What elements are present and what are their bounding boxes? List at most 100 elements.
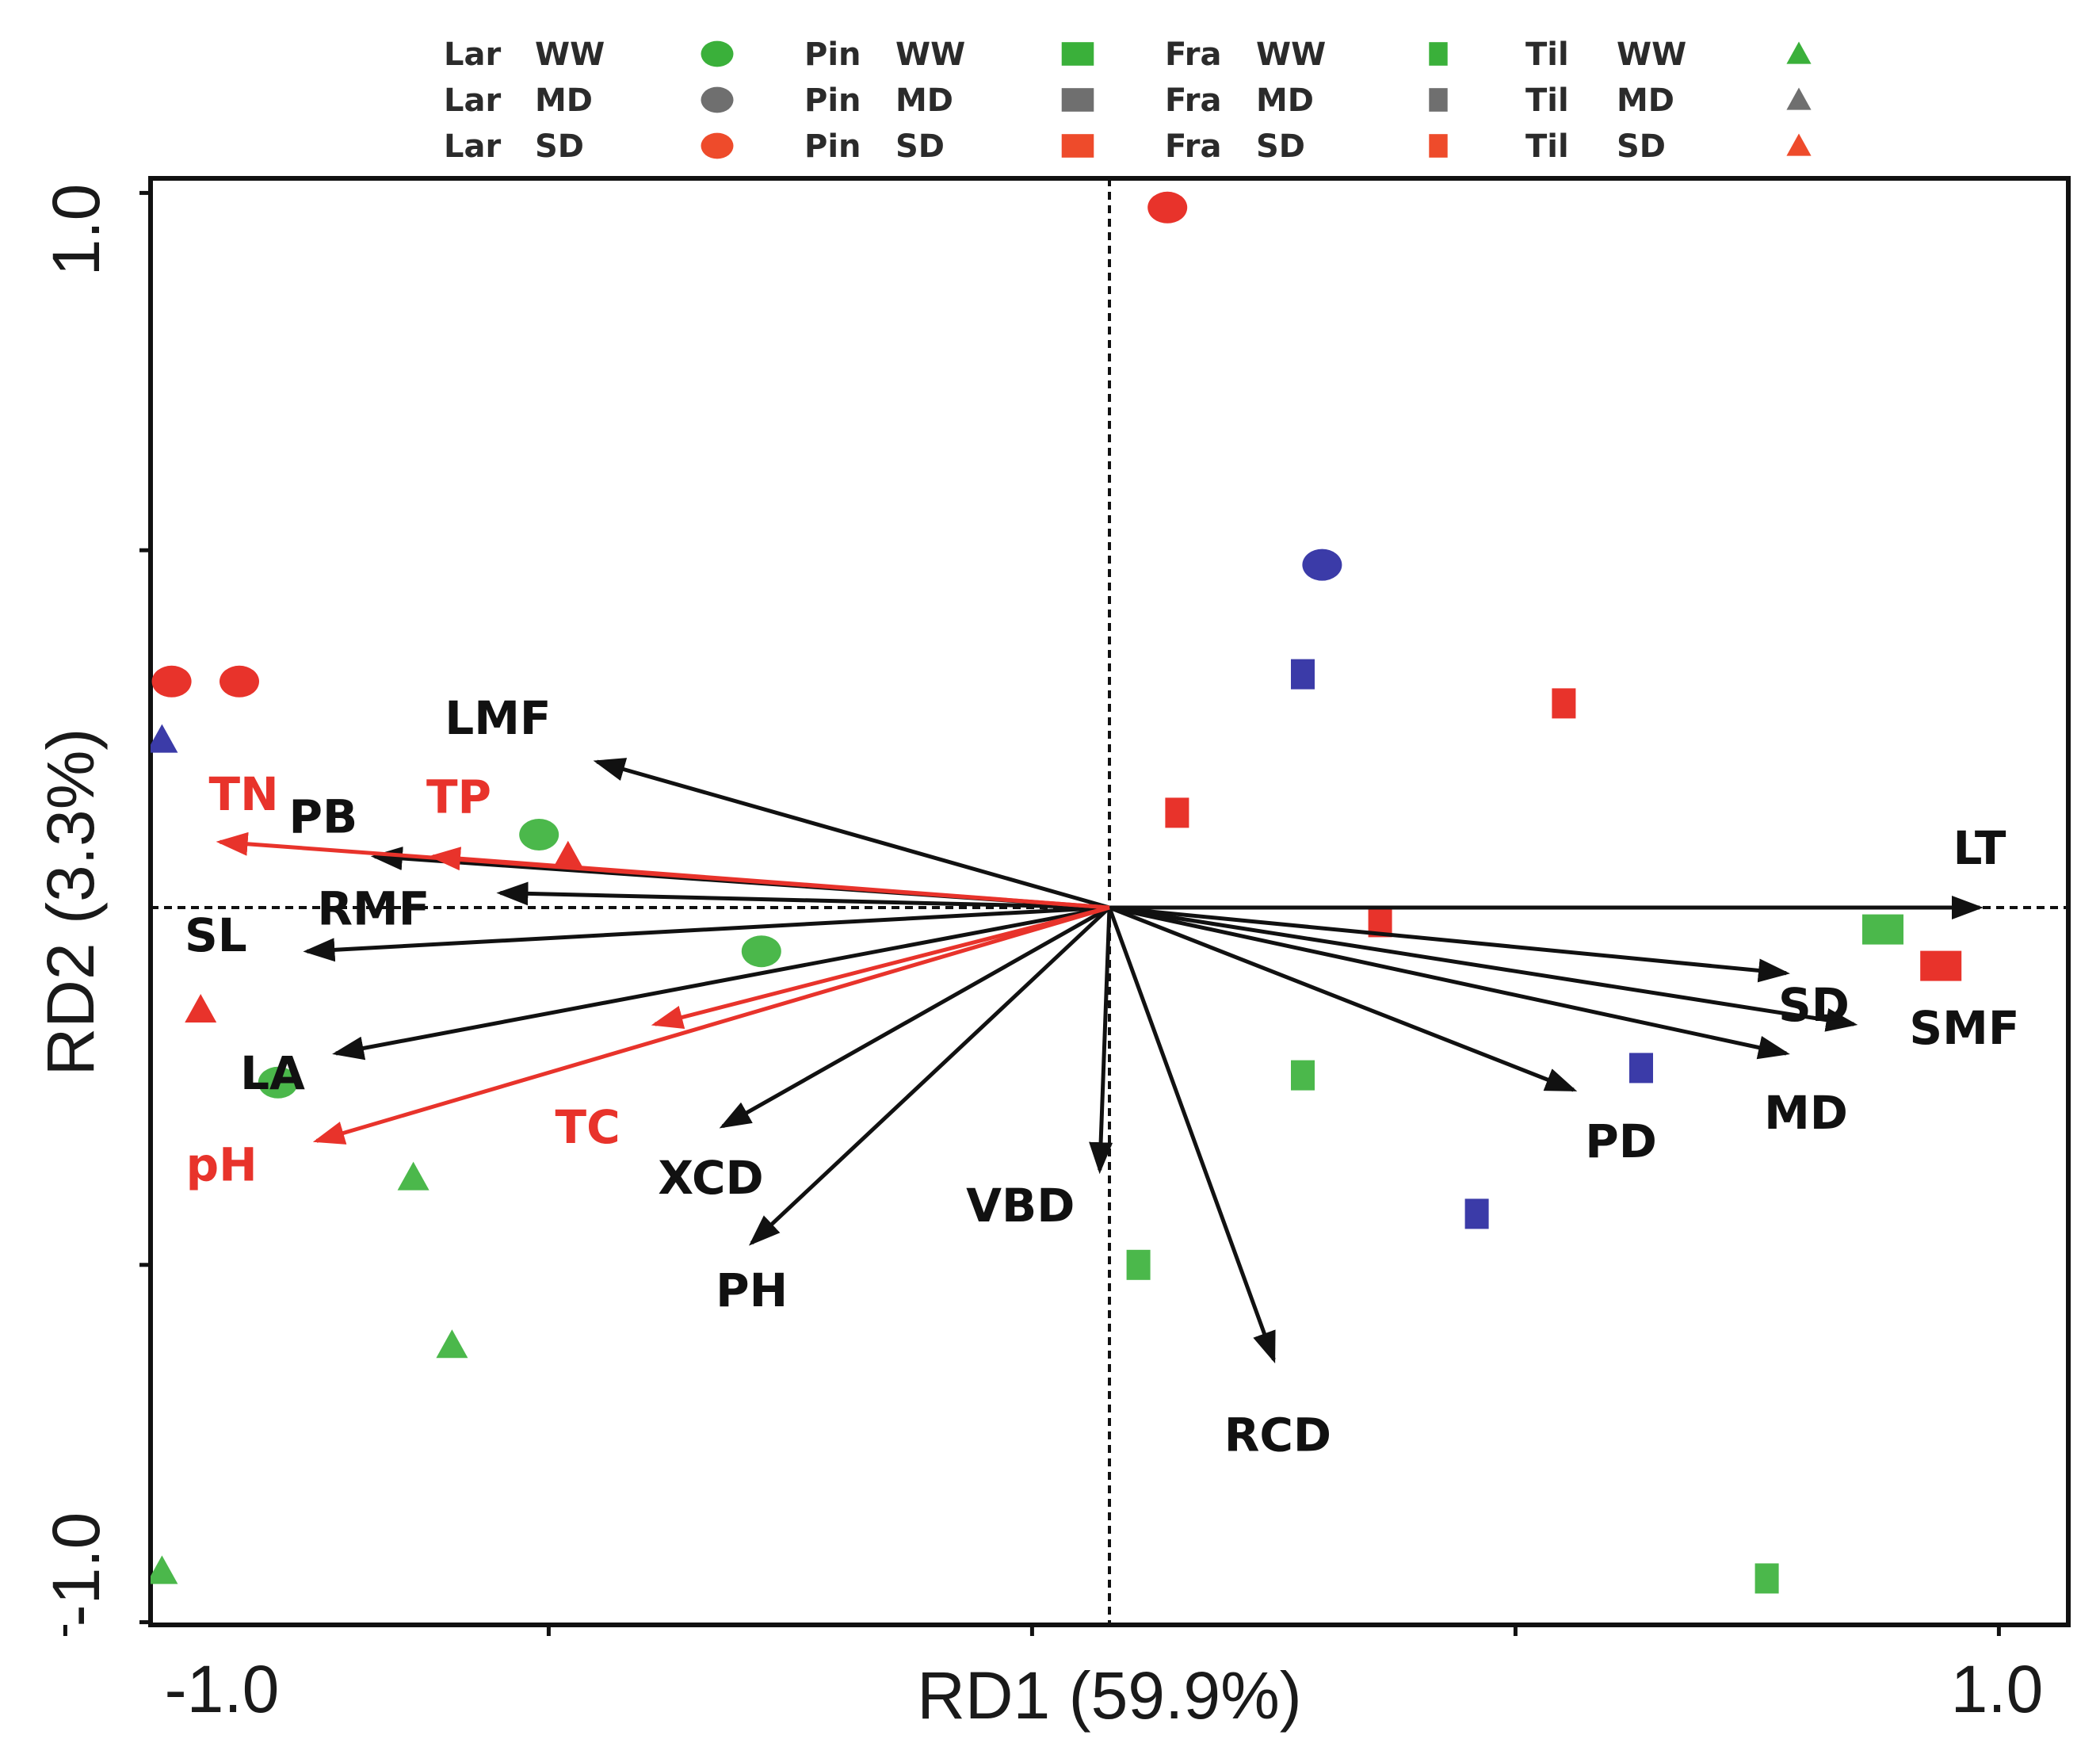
point-rect-md <box>1629 1053 1653 1084</box>
point-rect-ww <box>1291 1060 1315 1091</box>
point-triangle-ww <box>151 1555 178 1584</box>
vector-ph-label: PH <box>716 1263 788 1317</box>
legend-fra-sd-rect-icon <box>1429 134 1448 158</box>
y-tick-label-min: -1.0 <box>39 1512 113 1627</box>
point-triangle-ww <box>397 1161 430 1191</box>
vector-sl-label: SL <box>185 908 247 962</box>
legend-til-ww-triangle-icon <box>1786 41 1812 64</box>
legend-treatment-label: WW <box>1617 36 1686 73</box>
point-rect-ww <box>1754 1563 1779 1594</box>
vector-tc-label: TC <box>556 1100 620 1154</box>
legend-treatment-label: MD <box>535 82 593 119</box>
point-circle-ww <box>741 935 781 968</box>
point-square-sd <box>1920 950 1962 981</box>
legend-treatment-label: SD <box>1617 128 1666 165</box>
vector-vbd-label: VBD <box>966 1179 1075 1233</box>
legend-treatment-label: SD <box>535 128 584 165</box>
vector-la-arrow <box>332 905 1110 1061</box>
legend-species-label: Til <box>1525 128 1569 165</box>
vector-pd-label: PD <box>1585 1114 1657 1168</box>
vector-rmf-label: RMF <box>317 882 430 936</box>
legend-species-label: Til <box>1525 36 1569 73</box>
sample-points <box>0 191 1962 1594</box>
legend-pin-sd-square-icon <box>1061 134 1094 158</box>
legend-treatment-label: SD <box>1256 128 1305 165</box>
legend: Lar WW Lar MD Lar SD Pin WW Pin MD Pin SD Fra WW Fra MD… <box>444 36 1812 165</box>
legend-til-md-triangle-icon <box>1786 87 1812 110</box>
legend-pin-ww-square-icon <box>1061 42 1094 66</box>
legend-treatment-label: MD <box>895 82 953 119</box>
legend-species-label: Lar <box>444 128 501 165</box>
x-axis-title: RD1 (59.9%) <box>917 1658 1302 1733</box>
vector-xcd-arrow <box>719 905 1111 1129</box>
point-rect-md <box>1464 1198 1489 1229</box>
legend-treatment-label: WW <box>535 36 605 73</box>
vector-sd-label: SD <box>1778 978 1850 1032</box>
legend-species-label: Til <box>1525 82 1569 119</box>
legend-species-label: Fra <box>1165 128 1221 165</box>
vector-labels: LT SD SMF MD PD RCD VBD PH XCD LA SL RMF PB LMF TN TP TC… <box>185 691 2019 1462</box>
point-circle-md <box>1302 549 1342 581</box>
vector-rcd-arrow <box>1107 907 1276 1364</box>
legend-treatment-label: SD <box>895 128 945 165</box>
vector-pb-label: PB <box>288 790 357 844</box>
vector-ph-arrow <box>312 905 1110 1145</box>
point-triangle-ww <box>436 1329 468 1359</box>
point-circle-sd <box>220 665 259 698</box>
vector-lmf-arrow <box>593 758 1110 910</box>
vector-ph-arrow <box>748 906 1111 1246</box>
legend-lar-sd-circle-icon <box>701 132 734 159</box>
vector-tn-label: TN <box>209 767 279 821</box>
point-rect-md <box>1291 659 1315 690</box>
vector-tp-arrow <box>429 847 1110 910</box>
vector-tp-label: TP <box>426 770 491 824</box>
legend-lar-md-circle-icon <box>701 86 734 113</box>
point-rect-sd <box>1552 688 1576 719</box>
x-tick-label-max: 1.0 <box>1951 1652 2044 1726</box>
legend-species-label: Lar <box>444 36 501 73</box>
vector-pd-arrow <box>1109 905 1578 1092</box>
point-triangle-sd <box>97 1359 129 1387</box>
point-circle-sd <box>151 665 192 698</box>
legend-species-label: Fra <box>1165 36 1221 73</box>
vector-lmf-label: LMF <box>445 691 551 745</box>
legend-treatment-label: MD <box>1617 82 1674 119</box>
legend-fra-md-rect-icon <box>1429 88 1448 112</box>
legend-treatment-label: MD <box>1256 82 1314 119</box>
vector-ph-label: pH <box>186 1137 258 1191</box>
legend-species-label: Pin <box>804 128 861 165</box>
vector-md-label: MD <box>1764 1086 1848 1140</box>
vector-smf-label: SMF <box>1909 1001 2019 1055</box>
vector-rmf-arrow <box>496 881 1110 910</box>
point-rect-ww <box>1126 1249 1151 1280</box>
point-circle-ww <box>519 819 559 850</box>
legend-species-label: Pin <box>804 82 861 119</box>
point-circle-ww <box>258 1066 298 1099</box>
vector-la-label: LA <box>240 1046 305 1100</box>
legend-lar-ww-circle-icon <box>701 40 734 67</box>
point-square-ww <box>1862 914 1903 945</box>
legend-species-label: Pin <box>804 36 861 73</box>
point-rect-sd <box>1165 797 1189 828</box>
legend-fra-ww-rect-icon <box>1429 42 1448 66</box>
point-circle-sd <box>1147 191 1188 224</box>
vector-xcd-label: XCD <box>658 1151 763 1205</box>
legend-treatment-label: WW <box>1256 36 1326 73</box>
vector-smf-arrow <box>1109 905 1858 1032</box>
vector-rcd-label: RCD <box>1224 1408 1331 1462</box>
x-tick-label-min: -1.0 <box>165 1652 280 1726</box>
point-triangle-sd <box>185 994 217 1022</box>
legend-treatment-label: WW <box>895 36 965 73</box>
point-triangle-sd <box>552 840 584 870</box>
y-tick-label-max: 1.0 <box>39 184 113 277</box>
vector-arrows <box>216 758 1984 1364</box>
point-circle-md <box>0 250 27 281</box>
vector-lt-label: LT <box>1953 821 2006 875</box>
point-triangle-md <box>151 724 178 753</box>
point-triangle-sd <box>88 556 120 585</box>
vector-sl-arrow <box>303 905 1110 962</box>
vector-vbd-arrow <box>1089 907 1113 1175</box>
legend-til-sd-triangle-icon <box>1786 133 1812 156</box>
vector-sd-arrow <box>1109 905 1790 983</box>
point-circle-md <box>74 527 114 559</box>
